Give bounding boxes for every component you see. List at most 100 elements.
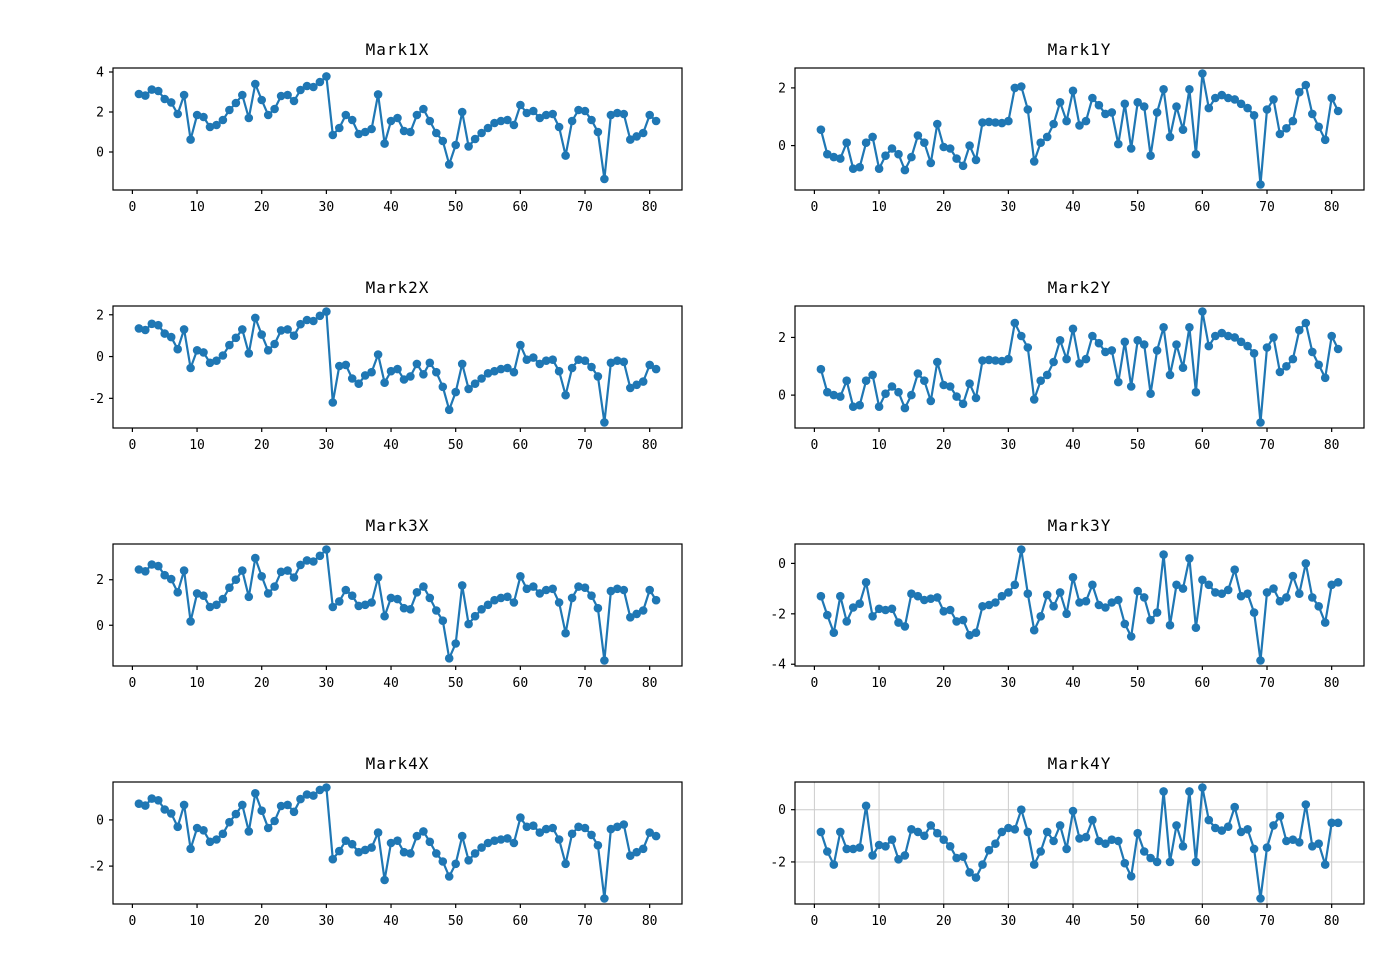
svg-text:0: 0 xyxy=(128,676,136,691)
svg-text:50: 50 xyxy=(1130,676,1146,691)
svg-text:2: 2 xyxy=(778,331,786,346)
svg-text:40: 40 xyxy=(1065,438,1081,453)
svg-text:60: 60 xyxy=(513,676,529,691)
svg-text:50: 50 xyxy=(448,438,464,453)
svg-text:20: 20 xyxy=(254,438,270,453)
svg-text:70: 70 xyxy=(1259,200,1275,215)
svg-text:0: 0 xyxy=(778,557,786,572)
svg-text:20: 20 xyxy=(936,914,952,929)
svg-text:30: 30 xyxy=(1001,914,1017,929)
svg-text:30: 30 xyxy=(319,438,335,453)
subplot-mark1x: Mark1X 0 10 20 30 40 50 60 70 80 0 2 4 xyxy=(48,28,700,226)
svg-text:2: 2 xyxy=(96,106,104,121)
svg-text:-2: -2 xyxy=(88,392,104,407)
plot-canvas-mark3y: 0 10 20 30 40 50 60 70 80 -4 -2 0 xyxy=(770,543,1365,691)
svg-text:30: 30 xyxy=(319,676,335,691)
plot-canvas-mark1y: 0 10 20 30 40 50 60 70 80 0 2 xyxy=(778,67,1365,215)
svg-text:60: 60 xyxy=(513,200,529,215)
plot-canvas-mark4y: 0 10 20 30 40 50 60 70 80 -2 0 xyxy=(770,781,1365,929)
svg-text:80: 80 xyxy=(1324,438,1340,453)
svg-text:0: 0 xyxy=(96,813,104,828)
svg-text:60: 60 xyxy=(1195,200,1211,215)
svg-text:2: 2 xyxy=(96,573,104,588)
svg-text:20: 20 xyxy=(254,200,270,215)
svg-text:0: 0 xyxy=(778,139,786,154)
svg-text:40: 40 xyxy=(383,200,399,215)
svg-text:2: 2 xyxy=(778,81,786,96)
svg-text:60: 60 xyxy=(1195,676,1211,691)
svg-text:80: 80 xyxy=(642,438,658,453)
subplot-mark4x: Mark4X 0 10 20 30 40 50 60 70 80 -2 0 xyxy=(48,742,700,940)
svg-text:10: 10 xyxy=(189,676,205,691)
svg-text:20: 20 xyxy=(936,200,952,215)
svg-text:0: 0 xyxy=(128,914,136,929)
svg-text:-4: -4 xyxy=(770,658,786,673)
subplot-mark4y: Mark4Y 0 10 20 30 40 50 60 70 80 -2 0 xyxy=(730,742,1382,940)
plot-canvas-mark4x: 0 10 20 30 40 50 60 70 80 -2 0 xyxy=(88,781,683,929)
svg-text:0: 0 xyxy=(128,438,136,453)
svg-text:80: 80 xyxy=(1324,676,1340,691)
svg-text:40: 40 xyxy=(383,914,399,929)
svg-text:0: 0 xyxy=(778,389,786,404)
svg-text:0: 0 xyxy=(96,350,104,365)
svg-text:40: 40 xyxy=(1065,914,1081,929)
plot-title-mark2x: Mark2X xyxy=(365,278,430,297)
svg-text:70: 70 xyxy=(577,438,593,453)
svg-text:10: 10 xyxy=(189,914,205,929)
plot-title-mark1x: Mark1X xyxy=(365,40,430,59)
subplot-mark3x: Mark3X 0 10 20 30 40 50 60 70 80 0 2 xyxy=(48,504,700,702)
svg-text:50: 50 xyxy=(448,676,464,691)
svg-text:30: 30 xyxy=(1001,200,1017,215)
svg-text:70: 70 xyxy=(1259,914,1275,929)
svg-text:4: 4 xyxy=(96,66,104,81)
plot-canvas-mark1x: 0 10 20 30 40 50 60 70 80 0 2 4 xyxy=(96,66,683,215)
subplot-mark2y: Mark2Y 0 10 20 30 40 50 60 70 80 0 2 xyxy=(730,266,1382,464)
plot-canvas-mark2x: 0 10 20 30 40 50 60 70 80 -2 0 2 xyxy=(88,305,683,453)
svg-text:40: 40 xyxy=(383,438,399,453)
svg-text:70: 70 xyxy=(577,676,593,691)
svg-text:80: 80 xyxy=(1324,200,1340,215)
svg-text:10: 10 xyxy=(189,438,205,453)
svg-text:10: 10 xyxy=(871,914,887,929)
svg-text:0: 0 xyxy=(810,200,818,215)
svg-text:2: 2 xyxy=(96,308,104,323)
svg-text:0: 0 xyxy=(810,676,818,691)
svg-text:30: 30 xyxy=(319,914,335,929)
svg-text:50: 50 xyxy=(448,200,464,215)
svg-text:10: 10 xyxy=(871,438,887,453)
svg-text:20: 20 xyxy=(936,438,952,453)
subplot-mark1y: Mark1Y 0 10 20 30 40 50 60 70 80 0 2 xyxy=(730,28,1382,226)
svg-text:40: 40 xyxy=(383,676,399,691)
plot-title-mark4y: Mark4Y xyxy=(1047,754,1112,773)
svg-text:0: 0 xyxy=(96,146,104,161)
svg-text:60: 60 xyxy=(513,438,529,453)
svg-text:50: 50 xyxy=(1130,438,1146,453)
svg-text:40: 40 xyxy=(1065,676,1081,691)
svg-text:-2: -2 xyxy=(88,860,104,875)
svg-text:30: 30 xyxy=(1001,438,1017,453)
svg-text:50: 50 xyxy=(1130,200,1146,215)
svg-text:70: 70 xyxy=(577,914,593,929)
svg-text:30: 30 xyxy=(1001,676,1017,691)
svg-text:80: 80 xyxy=(642,200,658,215)
svg-text:50: 50 xyxy=(1130,914,1146,929)
svg-text:80: 80 xyxy=(642,914,658,929)
plot-title-mark1y: Mark1Y xyxy=(1047,40,1112,59)
svg-text:0: 0 xyxy=(778,803,786,818)
svg-text:70: 70 xyxy=(577,200,593,215)
svg-text:10: 10 xyxy=(871,676,887,691)
svg-text:0: 0 xyxy=(810,438,818,453)
subplot-mark2x: Mark2X 0 10 20 30 40 50 60 70 80 -2 0 2 xyxy=(48,266,700,464)
svg-text:20: 20 xyxy=(254,676,270,691)
svg-text:10: 10 xyxy=(871,200,887,215)
svg-text:60: 60 xyxy=(513,914,529,929)
plot-canvas-mark3x: 0 10 20 30 40 50 60 70 80 0 2 xyxy=(96,543,683,691)
svg-text:10: 10 xyxy=(189,200,205,215)
svg-text:0: 0 xyxy=(128,200,136,215)
svg-text:20: 20 xyxy=(936,676,952,691)
svg-text:0: 0 xyxy=(96,619,104,634)
plot-title-mark2y: Mark2Y xyxy=(1047,278,1112,297)
plot-canvas-mark2y: 0 10 20 30 40 50 60 70 80 0 2 xyxy=(778,305,1365,453)
svg-text:70: 70 xyxy=(1259,676,1275,691)
